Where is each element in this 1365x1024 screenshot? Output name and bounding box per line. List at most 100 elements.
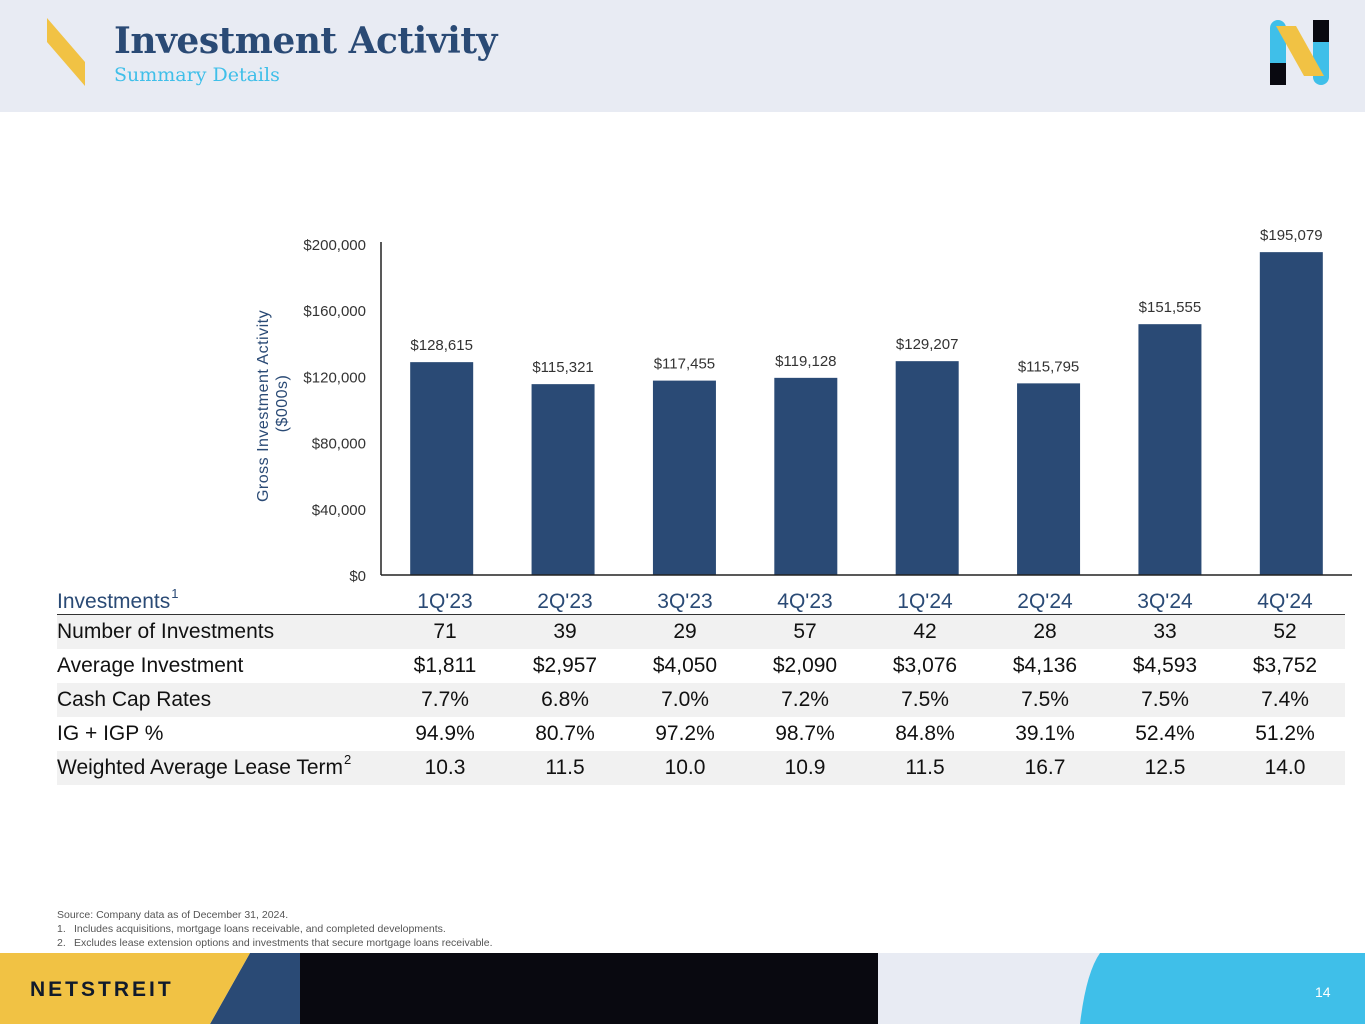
y-axis-title-line2: ($000s) xyxy=(274,375,291,433)
bar xyxy=(1138,324,1202,575)
table-cell: 14.0 xyxy=(1225,751,1345,785)
footnote-ref: 2 xyxy=(344,752,352,767)
y-tick-label: $200,000 xyxy=(303,237,366,254)
table-cell: 57 xyxy=(745,614,865,649)
footnote-number: 1. xyxy=(57,923,66,935)
footnote-number: 2. xyxy=(57,937,66,949)
bar-value-label: $129,207 xyxy=(896,336,959,353)
y-tick-label: $80,000 xyxy=(312,436,366,453)
y-axis-title: Gross Investment Activity ($000s) xyxy=(255,305,291,502)
table-cell: $4,136 xyxy=(1012,654,1078,677)
table-cell: 6.8% xyxy=(505,683,625,717)
page-subtitle: Summary Details xyxy=(114,64,280,86)
table-row: IG + IGP % 94.9% 80.7% 97.2% 98.7% 84.8% 39.1%… xyxy=(57,717,1345,751)
netstreit-logo-icon xyxy=(1270,20,1329,85)
table-cell: 51.2% xyxy=(1255,722,1315,745)
column-header: 1Q'24 xyxy=(865,582,985,615)
table-cell: 80.7% xyxy=(535,722,595,745)
table-cell: $4,593 xyxy=(1132,654,1198,677)
table-cell: 12.5 xyxy=(1105,751,1225,785)
table-cell: 16.7 xyxy=(985,751,1105,785)
table-cell: $2,957 xyxy=(532,654,598,677)
table-row: Weighted Average Lease Term2 10.3 11.5 10.0… xyxy=(57,751,1345,785)
page-title: Investment Activity xyxy=(114,20,497,62)
header-band xyxy=(0,0,1365,112)
column-header: 1Q'23 xyxy=(385,582,505,615)
bar xyxy=(895,361,959,575)
bar xyxy=(652,380,716,575)
table-cell: 11.5 xyxy=(865,751,985,785)
table-cell: 39.1% xyxy=(1015,722,1075,745)
bar xyxy=(531,384,595,575)
table-cell: 71 xyxy=(385,614,505,649)
page-number: 14 xyxy=(1315,984,1331,1000)
footnote-ref: 1 xyxy=(171,586,179,601)
footnote-text: Includes acquisitions, mortgage loans re… xyxy=(74,923,446,935)
table-cell: 7.4% xyxy=(1225,683,1345,717)
table-cell: 52.4% xyxy=(1135,722,1195,745)
table-cell: 94.9% xyxy=(415,722,475,745)
row-label-text: Average Investment xyxy=(57,654,244,677)
table-cell: 7.7% xyxy=(385,683,505,717)
bar-value-label: $117,455 xyxy=(654,356,715,373)
bar xyxy=(774,377,838,575)
row-label-text: Number of Investments xyxy=(57,620,275,643)
table-cell: $3,752 xyxy=(1252,654,1318,677)
table-cell: 7.5% xyxy=(1105,683,1225,717)
table-cell: 84.8% xyxy=(895,722,955,745)
table-cell: $4,050 xyxy=(652,654,718,677)
table-cell: $1,811 xyxy=(413,654,477,677)
row-label: IG + IGP % xyxy=(57,717,385,751)
bar-value-label: $151,555 xyxy=(1139,299,1202,316)
gold-chevron-icon xyxy=(47,18,85,86)
table-header-row: Investments1 1Q'23 2Q'23 3Q'23 4Q'23 1Q'24 2Q… xyxy=(57,582,1345,615)
footnote-2: 2. Excludes lease extension options and i… xyxy=(57,936,493,950)
table-cell: 29 xyxy=(625,614,745,649)
row-label-text: IG + IGP % xyxy=(57,722,164,745)
footer-band xyxy=(0,953,1365,1024)
column-header: 2Q'23 xyxy=(505,582,625,615)
table-row: Number of Investments 71 39 29 57 42 28 33 52 xyxy=(57,614,1345,649)
brand-wordmark: NETSTREIT xyxy=(30,978,174,1001)
column-header: 3Q'24 xyxy=(1105,582,1225,615)
bar xyxy=(410,362,474,575)
row-label: Cash Cap Rates xyxy=(57,683,385,717)
bar-chart: $0 $40,000 $80,000 $120,000 $160,000 $200,000… xyxy=(255,227,1352,585)
row-label: Average Investment xyxy=(57,649,385,683)
y-tick-label: $40,000 xyxy=(312,502,366,519)
table-cell: 7.5% xyxy=(865,683,985,717)
footnotes: Source: Company data as of December 31, … xyxy=(57,908,493,950)
y-tick-label: $160,000 xyxy=(303,303,366,320)
column-header: 4Q'23 xyxy=(745,582,865,615)
table-cell: 7.5% xyxy=(985,683,1105,717)
row-label: Weighted Average Lease Term2 xyxy=(57,751,385,785)
row-label-text: Cash Cap Rates xyxy=(57,688,212,711)
table-cell: 33 xyxy=(1105,614,1225,649)
table-header-text: Investments xyxy=(57,590,171,613)
table-cell: $3,076 xyxy=(892,654,958,677)
table-row: Average Investment $1,811 $2,957 $4,050 $2,0… xyxy=(57,649,1345,683)
table-cell: $2,090 xyxy=(772,654,838,677)
bar-value-label: $119,128 xyxy=(775,353,836,370)
table-header-label: Investments1 xyxy=(57,582,385,615)
y-axis-title-line1: Gross Investment Activity xyxy=(255,310,272,502)
table-cell: 7.2% xyxy=(745,683,865,717)
table-cell: 28 xyxy=(985,614,1105,649)
bar-value-label: $128,615 xyxy=(410,337,473,354)
y-tick-label: $120,000 xyxy=(303,369,366,386)
footnote-1: 1. Includes acquisitions, mortgage loans … xyxy=(57,922,493,936)
row-label: Number of Investments xyxy=(57,614,385,649)
table-cell: 7.0% xyxy=(625,683,745,717)
bar xyxy=(1017,383,1081,575)
bar-value-label: $115,795 xyxy=(1018,358,1079,375)
y-tick-label: $0 xyxy=(349,568,366,585)
table-cell: 52 xyxy=(1225,614,1345,649)
table-row: Cash Cap Rates 7.7% 6.8% 7.0% 7.2% 7.5% 7.5% 7.… xyxy=(57,683,1345,717)
table-cell: 11.5 xyxy=(505,751,625,785)
bar-value-label: $115,321 xyxy=(532,359,593,376)
table-cell: 39 xyxy=(505,614,625,649)
column-header: 3Q'23 xyxy=(625,582,745,615)
column-header: 4Q'24 xyxy=(1225,582,1345,615)
bar-value-label: $195,079 xyxy=(1260,227,1323,244)
table-cell: 98.7% xyxy=(775,722,835,745)
